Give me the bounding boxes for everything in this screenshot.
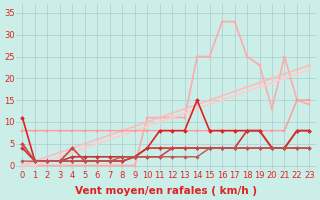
X-axis label: Vent moyen/en rafales ( km/h ): Vent moyen/en rafales ( km/h ) [75,186,257,196]
